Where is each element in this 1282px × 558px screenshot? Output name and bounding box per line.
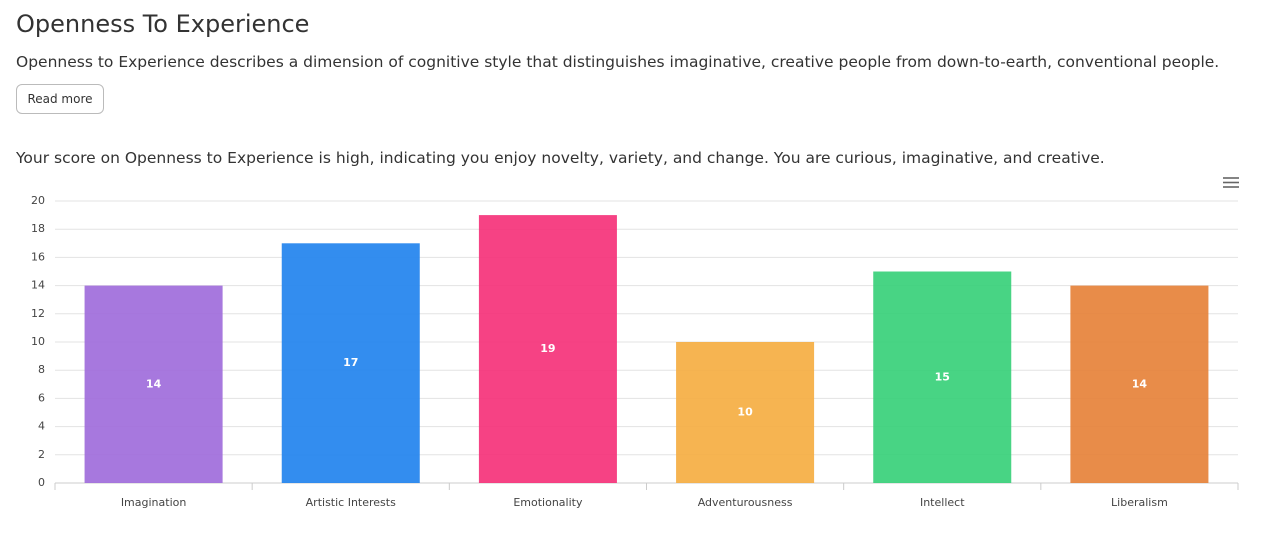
y-tick-label: 8 [38, 363, 45, 376]
bar [281, 243, 420, 483]
score-text: Your score on Openness to Experience is … [16, 149, 1105, 167]
y-tick-label: 16 [31, 250, 45, 263]
y-tick-label: 14 [31, 279, 45, 292]
y-tick-label: 4 [38, 420, 45, 433]
bar [478, 215, 617, 483]
data-label: 19 [540, 342, 555, 355]
data-label: 14 [146, 377, 162, 390]
data-label: 10 [737, 406, 753, 419]
y-tick-label: 10 [31, 335, 45, 348]
bar [84, 285, 223, 483]
bar [676, 342, 815, 483]
x-tick-label: Intellect [920, 496, 965, 509]
y-tick-label: 6 [38, 391, 45, 404]
x-tick-label: Adventurousness [698, 496, 793, 509]
y-tick-label: 20 [31, 194, 45, 207]
data-label: 14 [1132, 377, 1148, 390]
y-tick-label: 0 [38, 476, 45, 489]
x-tick-label: Liberalism [1111, 496, 1168, 509]
x-tick-label: Imagination [121, 496, 187, 509]
data-label: 15 [935, 370, 950, 383]
bar [1070, 285, 1209, 483]
y-tick-label: 12 [31, 307, 45, 320]
y-tick-label: 2 [38, 448, 45, 461]
x-tick-label: Emotionality [513, 496, 583, 509]
bar [873, 271, 1012, 483]
page-title: Openness To Experience [16, 10, 310, 38]
x-tick-label: Artistic Interests [306, 496, 396, 509]
description: Openness to Experience describes a dimen… [16, 53, 1220, 71]
read-more-button[interactable]: Read more [16, 84, 104, 114]
y-tick-label: 18 [31, 222, 45, 235]
data-label: 17 [343, 356, 358, 369]
menu-icon[interactable] [1223, 177, 1239, 188]
